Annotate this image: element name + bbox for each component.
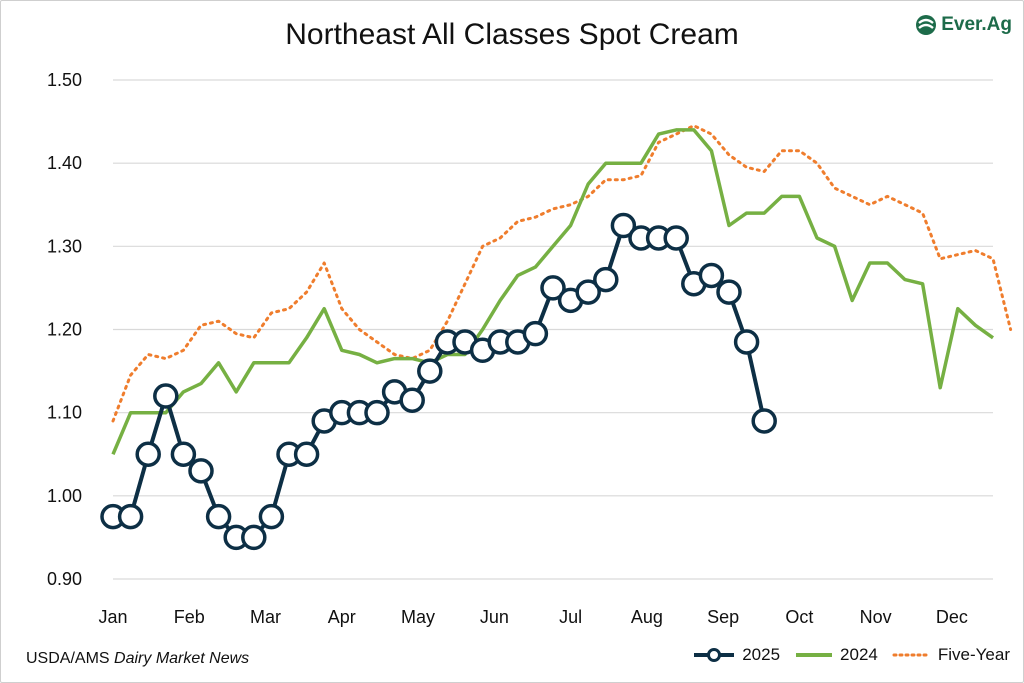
data-point-2025 xyxy=(698,262,725,289)
data-point-2025 xyxy=(716,279,742,305)
axis-layer: 0.90 1.00 1.10 1.20 1.30 1.40 1.50 Jan Feb Mar Apr… xyxy=(47,70,968,627)
series-line-2024 xyxy=(111,128,995,455)
y-tick-label: 1.10 xyxy=(47,403,82,423)
legend-item-five-year: Five-Year xyxy=(892,645,1010,665)
y-tick-label: 0.90 xyxy=(47,569,82,589)
grid-layer xyxy=(113,79,993,580)
data-point-2025 xyxy=(188,458,214,484)
data-point-2025 xyxy=(241,524,267,551)
legend-swatch-2024 xyxy=(796,653,833,657)
legend-label-2025: 2025 xyxy=(742,645,781,664)
data-point-2025 xyxy=(540,275,566,301)
source-publication: Dairy Market News xyxy=(114,650,250,667)
source-note: USDA/AMS Dairy Market News xyxy=(26,650,249,668)
x-tick-label: Dec xyxy=(936,607,968,627)
data-point-2025 xyxy=(170,441,197,467)
x-tick-label: Jun xyxy=(480,607,509,627)
series-line-2025 xyxy=(113,223,767,540)
legend-item-2024: 2024 xyxy=(794,645,878,665)
data-point-2025 xyxy=(258,503,285,530)
data-point-2025 xyxy=(417,358,443,384)
x-tick-label: Jul xyxy=(559,607,582,627)
legend-swatch-five-year xyxy=(892,653,932,657)
data-point-2025 xyxy=(364,399,390,426)
x-tick-label: Jan xyxy=(98,607,127,627)
legend-label-five-year: Five-Year xyxy=(937,645,1010,664)
x-tick-label: Nov xyxy=(860,607,892,627)
logo-text: Ever.Ag xyxy=(941,14,1012,35)
data-point-2025 xyxy=(610,212,637,239)
x-tick-label: Aug xyxy=(631,607,663,627)
y-tick-label: 1.30 xyxy=(47,236,82,256)
legend: 2025 2024 Five-Year xyxy=(692,645,1010,665)
ever-ag-logo-icon xyxy=(916,15,937,35)
x-tick-label: Oct xyxy=(785,607,813,627)
chart-title: Northeast All Classes Spot Cream xyxy=(285,18,739,51)
y-tick-label: 1.50 xyxy=(47,70,82,90)
data-point-2025 xyxy=(399,387,425,413)
legend-swatch-2025 xyxy=(694,648,735,662)
data-point-2025 xyxy=(293,441,320,467)
x-tick-label: Mar xyxy=(250,607,281,627)
data-point-2025 xyxy=(733,329,760,355)
legend-item-2025: 2025 xyxy=(692,645,780,665)
data-point-2025 xyxy=(593,266,619,293)
y-tick-label: 1.20 xyxy=(47,320,82,340)
ever-ag-logo: Ever.Ag xyxy=(915,14,1012,36)
data-point-2025 xyxy=(153,383,179,409)
data-point-2025 xyxy=(575,279,601,305)
x-tick-label: Apr xyxy=(328,607,356,627)
series-layer xyxy=(100,124,1013,551)
x-tick-label: Sep xyxy=(707,607,739,627)
data-point-2025 xyxy=(663,225,689,251)
data-point-2025 xyxy=(117,503,144,530)
data-point-2025 xyxy=(522,320,549,347)
series-line-five-year xyxy=(111,124,1013,423)
source-prefix: USDA/AMS xyxy=(26,650,110,667)
y-tick-label: 1.00 xyxy=(47,486,82,506)
x-tick-label: May xyxy=(401,607,435,627)
data-point-2025 xyxy=(135,441,161,467)
data-point-2025 xyxy=(751,408,777,434)
data-point-2025 xyxy=(205,503,232,530)
y-tick-label: 1.40 xyxy=(47,153,82,173)
legend-label-2024: 2024 xyxy=(840,645,878,664)
x-tick-label: Feb xyxy=(174,607,205,627)
